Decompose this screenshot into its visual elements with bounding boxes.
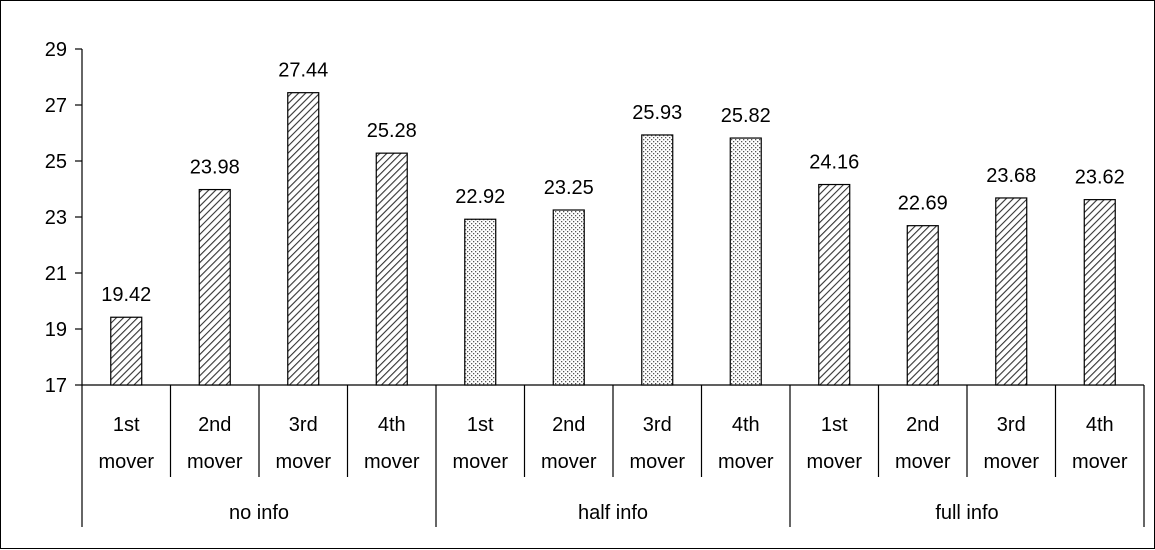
bar-half-info-3 [641,134,674,386]
category-label-line2: mover [541,451,597,473]
data-label: 27.44 [278,60,328,82]
data-label: 23.98 [190,157,240,179]
y-tick-label: 23 [45,207,67,229]
category-label-line1: 3rd [643,414,672,436]
bar-no-info-3 [287,92,320,386]
group-label: half info [578,502,648,524]
y-tick-label: 27 [45,95,67,117]
category-label-line1: 2nd [906,414,939,436]
data-label: 25.82 [721,105,771,127]
category-label-line2: mover [187,451,243,473]
category-label-line1: 4th [378,414,406,436]
bar-full-info-4 [1083,199,1116,386]
y-tick-label: 17 [45,375,67,397]
category-label-line1: 2nd [198,414,231,436]
bar-full-info-1 [818,183,851,386]
y-tick-label: 25 [45,151,67,173]
y-tick-label: 19 [45,319,67,341]
category-label-line1: 2nd [552,414,585,436]
group-label: no info [229,502,289,524]
data-label: 23.68 [986,165,1036,187]
category-label-line2: mover [629,451,685,473]
category-label-line2: mover [895,451,951,473]
category-label-line1: 4th [732,414,760,436]
data-label: 23.25 [544,177,594,199]
data-label: 25.28 [367,120,417,142]
bar-full-info-3 [995,197,1028,386]
bar-half-info-4 [729,137,762,386]
bar-no-info-4 [375,152,408,386]
bar-no-info-1 [110,316,143,386]
data-label: 25.93 [632,102,682,124]
category-label-line2: mover [718,451,774,473]
bar-half-info-1 [464,218,497,386]
bar-half-info-2 [552,209,585,386]
bars [110,92,1116,386]
axes [75,48,1145,527]
data-label: 19.42 [101,284,151,306]
category-label-line1: 3rd [997,414,1026,436]
category-label-line2: mover [806,451,862,473]
category-label-line2: mover [275,451,331,473]
group-label: full info [935,502,998,524]
category-label-line1: 1st [821,414,848,436]
data-label: 22.92 [455,186,505,208]
labels: 17 19 21 23 25 27 29 19.42 1st mover 23.98 2nd mover… [45,39,1128,524]
data-label: 24.16 [809,152,859,174]
bar-full-info-2 [906,225,939,386]
category-label-line1: 3rd [289,414,318,436]
category-label-line2: mover [983,451,1039,473]
category-label-line1: 1st [113,414,140,436]
category-label-line2: mover [452,451,508,473]
category-label-line1: 1st [467,414,494,436]
category-label-line2: mover [98,451,154,473]
category-label-line1: 4th [1086,414,1114,436]
data-label: 23.62 [1075,167,1125,189]
category-label-line2: mover [1072,451,1128,473]
category-label-line2: mover [364,451,420,473]
y-tick-label: 21 [45,263,67,285]
data-label: 22.69 [898,193,948,215]
y-tick-label: 29 [45,39,67,61]
bar-no-info-2 [198,188,231,386]
